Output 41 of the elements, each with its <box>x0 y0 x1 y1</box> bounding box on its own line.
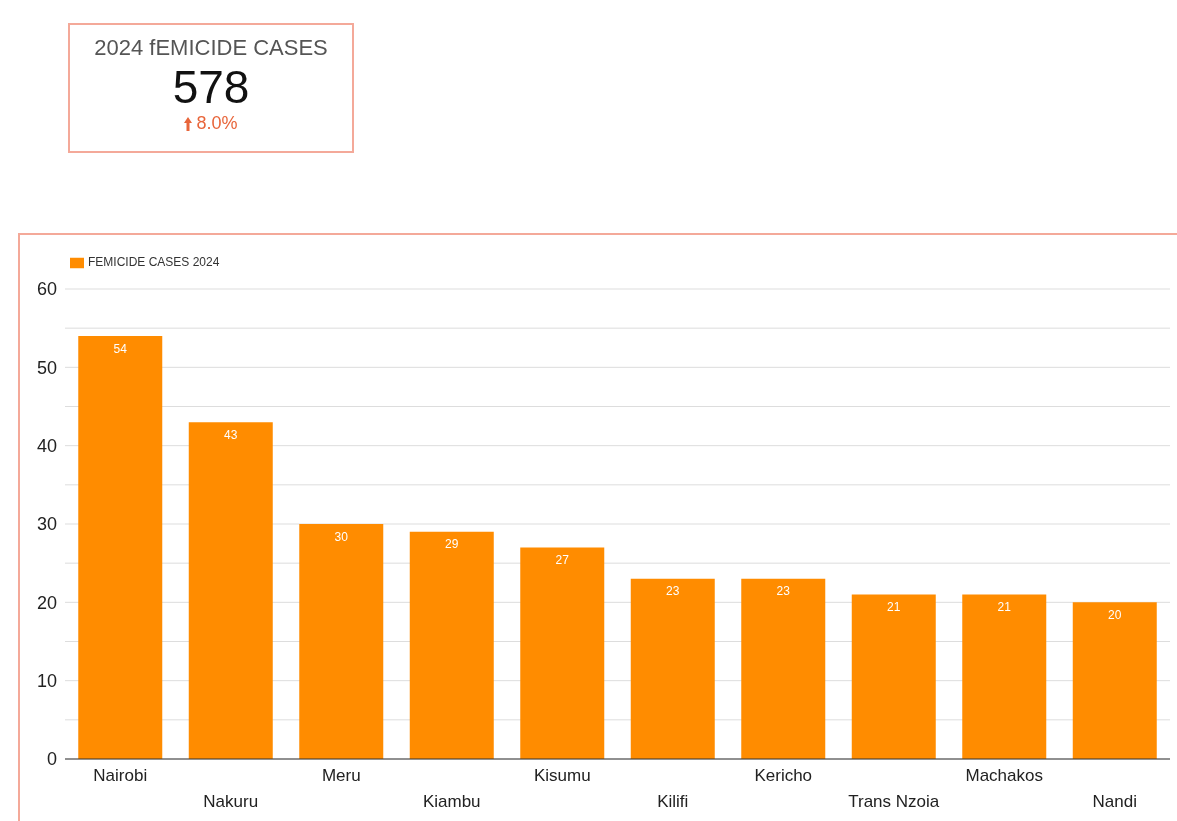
bar <box>188 422 273 759</box>
legend-label: FEMICIDE CASES 2024 <box>88 255 220 269</box>
x-tick-label: Kilifi <box>657 792 689 811</box>
bar <box>851 594 936 759</box>
x-tick-label: Nandi <box>1092 792 1137 811</box>
data-label: 27 <box>555 553 570 568</box>
x-tick-label: Kisumu <box>533 766 591 785</box>
bar <box>520 547 605 759</box>
bar <box>409 531 494 759</box>
x-tick-label: Trans Nzoia <box>848 792 940 811</box>
y-tick-label: 40 <box>36 436 57 457</box>
y-tick-label: 50 <box>36 357 57 378</box>
bar <box>630 578 715 759</box>
y-tick-label: 10 <box>36 671 57 692</box>
text: 578 <box>171 61 251 113</box>
y-tick-label: 60 <box>36 279 57 300</box>
x-tick-label: Kiambu <box>422 792 481 811</box>
data-label: 43 <box>224 427 238 442</box>
data-label: 23 <box>666 584 680 599</box>
text: 8.0% <box>196 113 238 134</box>
x-tick-label: Meru <box>321 766 361 785</box>
data-label: 20 <box>1108 607 1122 622</box>
data-label: 23 <box>776 584 791 599</box>
x-tick-label: Nairobi <box>93 766 148 785</box>
x-tick-label: Machakos <box>965 766 1043 785</box>
y-tick-label: 30 <box>36 514 57 535</box>
data-label: 30 <box>334 529 349 544</box>
bar <box>962 594 1047 759</box>
data-label: 54 <box>113 341 128 356</box>
data-label: 21 <box>997 600 1012 615</box>
bar <box>78 336 163 759</box>
y-tick-label: 20 <box>36 592 57 613</box>
text: 2024 fEMICIDE CASES <box>93 35 329 61</box>
y-tick-label: 0 <box>46 749 57 770</box>
bar <box>1072 602 1157 759</box>
data-label: 29 <box>445 537 459 552</box>
bar <box>741 578 826 759</box>
bar <box>299 524 384 759</box>
x-tick-label: Nakuru <box>203 792 259 811</box>
x-tick-label: Kericho <box>754 766 813 785</box>
data-label: 21 <box>887 600 901 615</box>
